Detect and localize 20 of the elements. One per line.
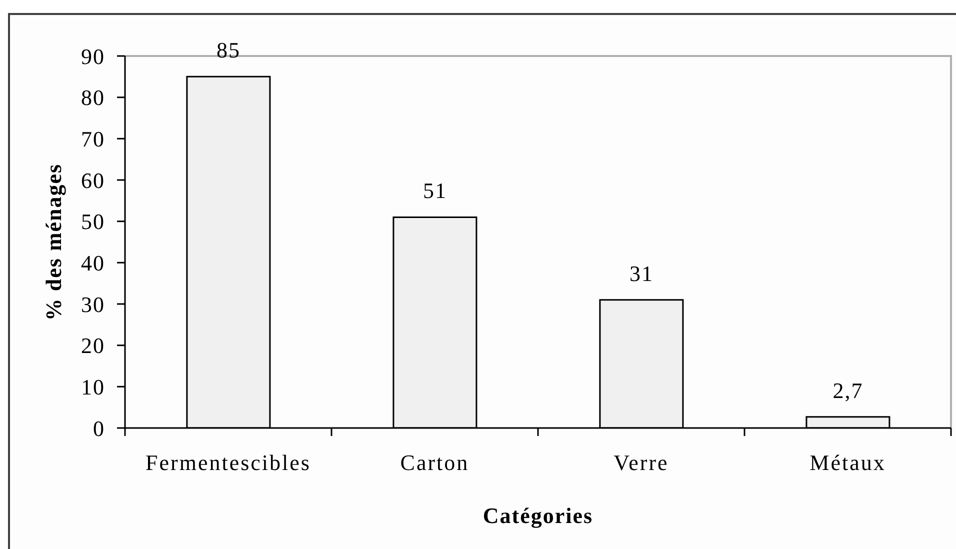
y-tick-label: 10 xyxy=(81,374,105,400)
data-label: 31 xyxy=(629,260,654,286)
y-tick-label: 20 xyxy=(81,333,105,358)
y-tick-label: 60 xyxy=(81,168,105,193)
y-tick-label: 0 xyxy=(93,416,105,441)
y-tick-label: 90 xyxy=(81,44,105,69)
data-label: 2,7 xyxy=(832,377,864,402)
data-label: 51 xyxy=(422,178,447,203)
y-tick-label: 70 xyxy=(81,126,105,152)
x-axis-title: Catégories xyxy=(482,502,594,528)
y-tick-label: 40 xyxy=(81,250,105,276)
x-tick-label: Métaux xyxy=(810,450,886,474)
y-tick-label: 50 xyxy=(81,209,105,234)
x-tick-label: Carton xyxy=(400,450,470,474)
y-tick-label: 30 xyxy=(81,292,105,317)
y-axis-title: % des ménages xyxy=(40,163,66,321)
y-tick-label: 80 xyxy=(81,85,105,110)
x-tick-label: Verre xyxy=(614,450,669,474)
x-tick-label: Fermentescibles xyxy=(146,450,311,474)
data-label: 85 xyxy=(216,37,240,62)
